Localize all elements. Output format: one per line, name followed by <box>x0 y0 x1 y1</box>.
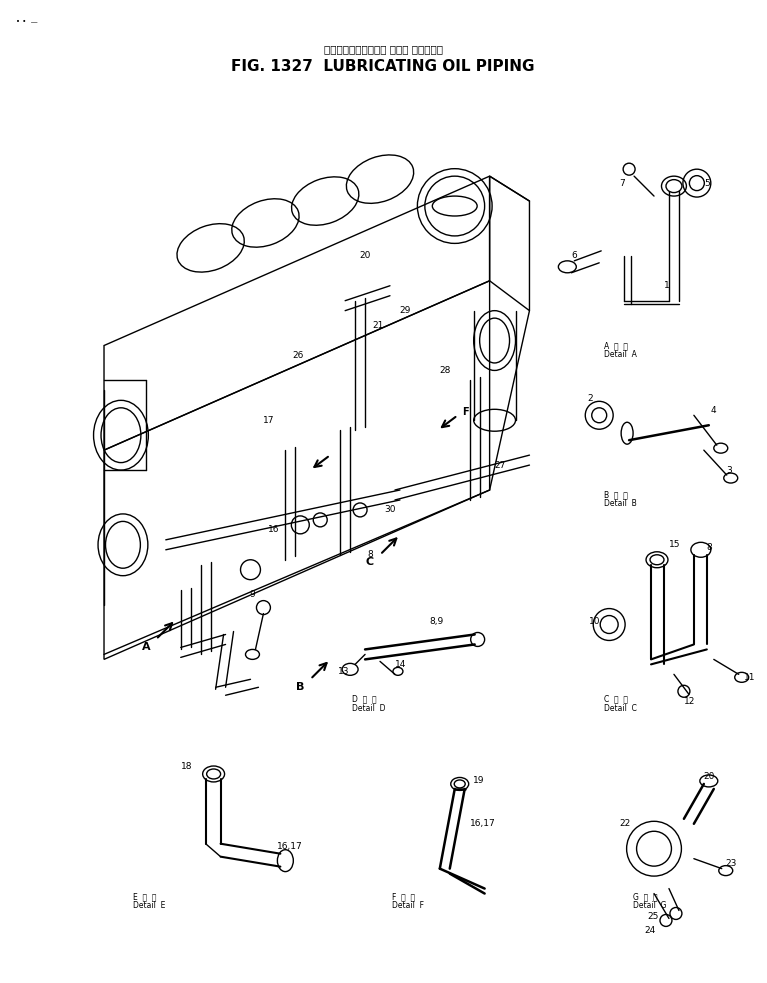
Text: 16,17: 16,17 <box>278 842 303 851</box>
Text: 9: 9 <box>249 590 255 599</box>
Text: 29: 29 <box>400 306 410 316</box>
Text: 28: 28 <box>439 366 450 375</box>
Text: ルーブリケーティング オイル パイピング: ルーブリケーティング オイル パイピング <box>324 44 443 55</box>
Text: 25: 25 <box>647 912 659 921</box>
Text: B: B <box>296 682 304 692</box>
Text: 2: 2 <box>588 394 593 403</box>
Text: 22: 22 <box>619 819 630 829</box>
Text: 12: 12 <box>684 697 695 706</box>
Text: C: C <box>366 556 374 567</box>
Text: 30: 30 <box>384 505 396 514</box>
Text: 24: 24 <box>645 926 656 935</box>
Text: 23: 23 <box>726 859 737 868</box>
Text: D  詳  細: D 詳 細 <box>352 695 377 704</box>
Text: 19: 19 <box>472 777 484 785</box>
Text: 21: 21 <box>372 321 384 330</box>
Text: 17: 17 <box>262 416 274 425</box>
Text: 16: 16 <box>268 525 279 535</box>
Text: 8: 8 <box>367 550 373 559</box>
Text: C  詳  細: C 詳 細 <box>604 695 628 704</box>
Text: 20: 20 <box>360 252 370 260</box>
Text: Detail  E: Detail E <box>133 901 165 910</box>
Text: 11: 11 <box>744 672 755 682</box>
Text: 8: 8 <box>707 544 713 552</box>
Text: 4: 4 <box>711 406 716 415</box>
Text: Detail  G: Detail G <box>633 901 667 910</box>
Text: 7: 7 <box>619 179 625 188</box>
Text: F  詳  細: F 詳 細 <box>392 892 415 901</box>
Text: 3: 3 <box>727 466 732 475</box>
Text: G  詳  細: G 詳 細 <box>633 892 658 901</box>
Text: 27: 27 <box>494 461 505 470</box>
Text: A: A <box>142 643 150 653</box>
Text: FIG. 1327  LUBRICATING OIL PIPING: FIG. 1327 LUBRICATING OIL PIPING <box>232 59 535 74</box>
Text: 16,17: 16,17 <box>469 819 495 829</box>
Text: 8,9: 8,9 <box>430 617 444 626</box>
Text: 6: 6 <box>571 252 577 260</box>
Text: 5: 5 <box>704 179 709 188</box>
Text: Detail  C: Detail C <box>604 704 637 713</box>
Text: 13: 13 <box>338 666 350 676</box>
Text: Detail  D: Detail D <box>352 704 386 713</box>
Text: Detail  A: Detail A <box>604 350 637 359</box>
Text: 10: 10 <box>589 617 601 626</box>
Text: 20: 20 <box>704 773 715 781</box>
Text: • •  —: • • — <box>16 19 38 25</box>
Text: B  詳  細: B 詳 細 <box>604 491 628 499</box>
Text: 14: 14 <box>395 660 407 668</box>
Text: 1: 1 <box>664 281 670 290</box>
Text: F: F <box>462 407 469 418</box>
Text: Detail  F: Detail F <box>392 901 424 910</box>
Text: 15: 15 <box>669 541 680 549</box>
Text: Detail  B: Detail B <box>604 499 637 508</box>
Text: E  詳  細: E 詳 細 <box>133 892 156 901</box>
Text: 18: 18 <box>181 763 193 772</box>
Text: 26: 26 <box>293 351 304 360</box>
Text: A  詳  細: A 詳 細 <box>604 341 628 350</box>
